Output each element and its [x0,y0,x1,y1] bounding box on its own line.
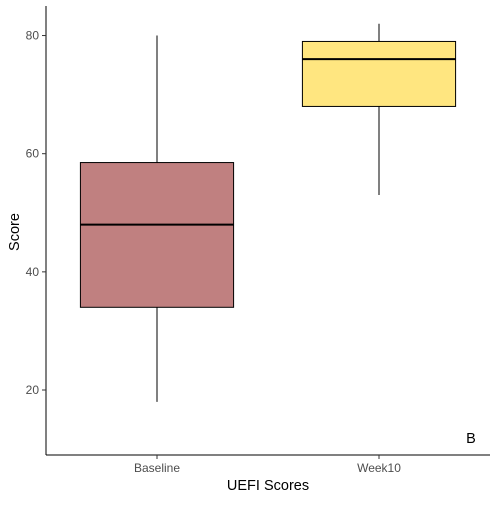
x-tick-label: Baseline [134,461,180,475]
x-axis-title: UEFI Scores [227,478,309,494]
box-week10 [301,23,457,196]
y-tick-label: 60 [26,147,40,161]
y-axis-ticks: 20 40 60 80 [26,29,46,397]
x-axis-ticks: Baseline Week10 [134,455,401,475]
x-tick-label: Week10 [357,461,401,475]
y-tick-label: 20 [26,383,40,397]
y-tick-label: 80 [26,29,40,43]
iqr-box [301,40,457,107]
plot-area [79,23,457,402]
box-baseline [79,35,235,402]
iqr-box [79,162,235,308]
y-tick-label: 40 [26,265,40,279]
panel-label: B [466,431,476,447]
y-axis-title: Score [7,213,23,251]
